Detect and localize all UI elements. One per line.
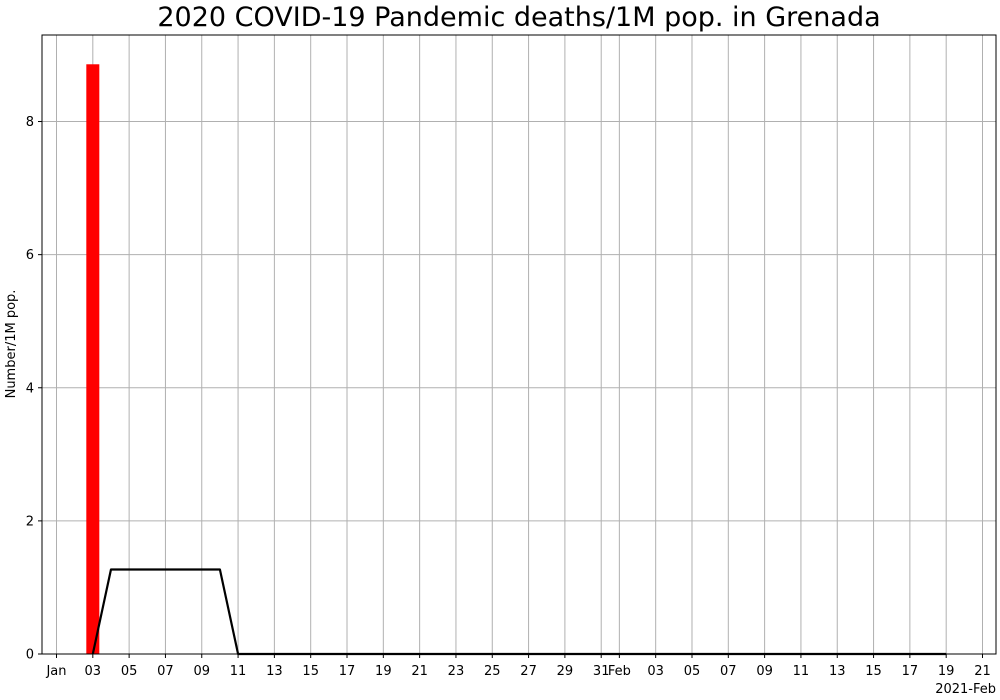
bar-series bbox=[86, 64, 100, 655]
x-tick-label: 15 bbox=[865, 664, 882, 679]
x-tick-label: 27 bbox=[520, 664, 537, 679]
y-axis-label: Number/1M pop. bbox=[4, 290, 19, 399]
y-tick-label: 2 bbox=[26, 514, 34, 529]
x-tick-label: 11 bbox=[793, 664, 810, 679]
plot-frame bbox=[41, 34, 997, 655]
x-tick-label: 07 bbox=[720, 664, 737, 679]
x-tick-label: 21 bbox=[411, 664, 428, 679]
x-tick-label: 31 bbox=[593, 664, 610, 679]
x-tick-label: 19 bbox=[375, 664, 392, 679]
x-tick-label: 17 bbox=[902, 664, 919, 679]
series-line bbox=[91, 568, 947, 656]
y-axis: 0 2 4 6 8 bbox=[26, 115, 42, 663]
x-tick-label: 17 bbox=[339, 664, 356, 679]
y-tick-label: 6 bbox=[26, 248, 34, 263]
y-tick-label: 8 bbox=[26, 115, 34, 130]
x-tick-label: 05 bbox=[121, 664, 138, 679]
grid bbox=[42, 35, 996, 655]
x-tick-label: 05 bbox=[684, 664, 701, 679]
line-series bbox=[91, 568, 947, 656]
x-tick-label: 29 bbox=[557, 664, 574, 679]
x-tick-label: 23 bbox=[448, 664, 465, 679]
x-axis-offset-label: 2021-Feb bbox=[935, 682, 996, 697]
x-tick-label: 21 bbox=[974, 664, 991, 679]
chart-title: 2020 COVID-19 Pandemic deaths/1M pop. in… bbox=[157, 2, 880, 33]
x-tick-label: Feb bbox=[608, 664, 631, 679]
x-tick-label: 25 bbox=[484, 664, 501, 679]
x-tick-label: 03 bbox=[647, 664, 664, 679]
x-tick-label: 19 bbox=[938, 664, 955, 679]
x-tick-label: 11 bbox=[230, 664, 247, 679]
x-tick-label: 15 bbox=[302, 664, 319, 679]
x-tick-label: 09 bbox=[756, 664, 773, 679]
x-tick-label: 13 bbox=[829, 664, 846, 679]
bar bbox=[86, 64, 100, 655]
x-tick-label: Jan bbox=[45, 664, 66, 679]
y-tick-label: 4 bbox=[26, 381, 34, 396]
x-tick-label: 13 bbox=[266, 664, 283, 679]
y-tick-label: 0 bbox=[26, 648, 34, 663]
x-tick-label: 03 bbox=[85, 664, 102, 679]
x-tick-label: 07 bbox=[157, 664, 174, 679]
x-tick-label: 09 bbox=[193, 664, 210, 679]
